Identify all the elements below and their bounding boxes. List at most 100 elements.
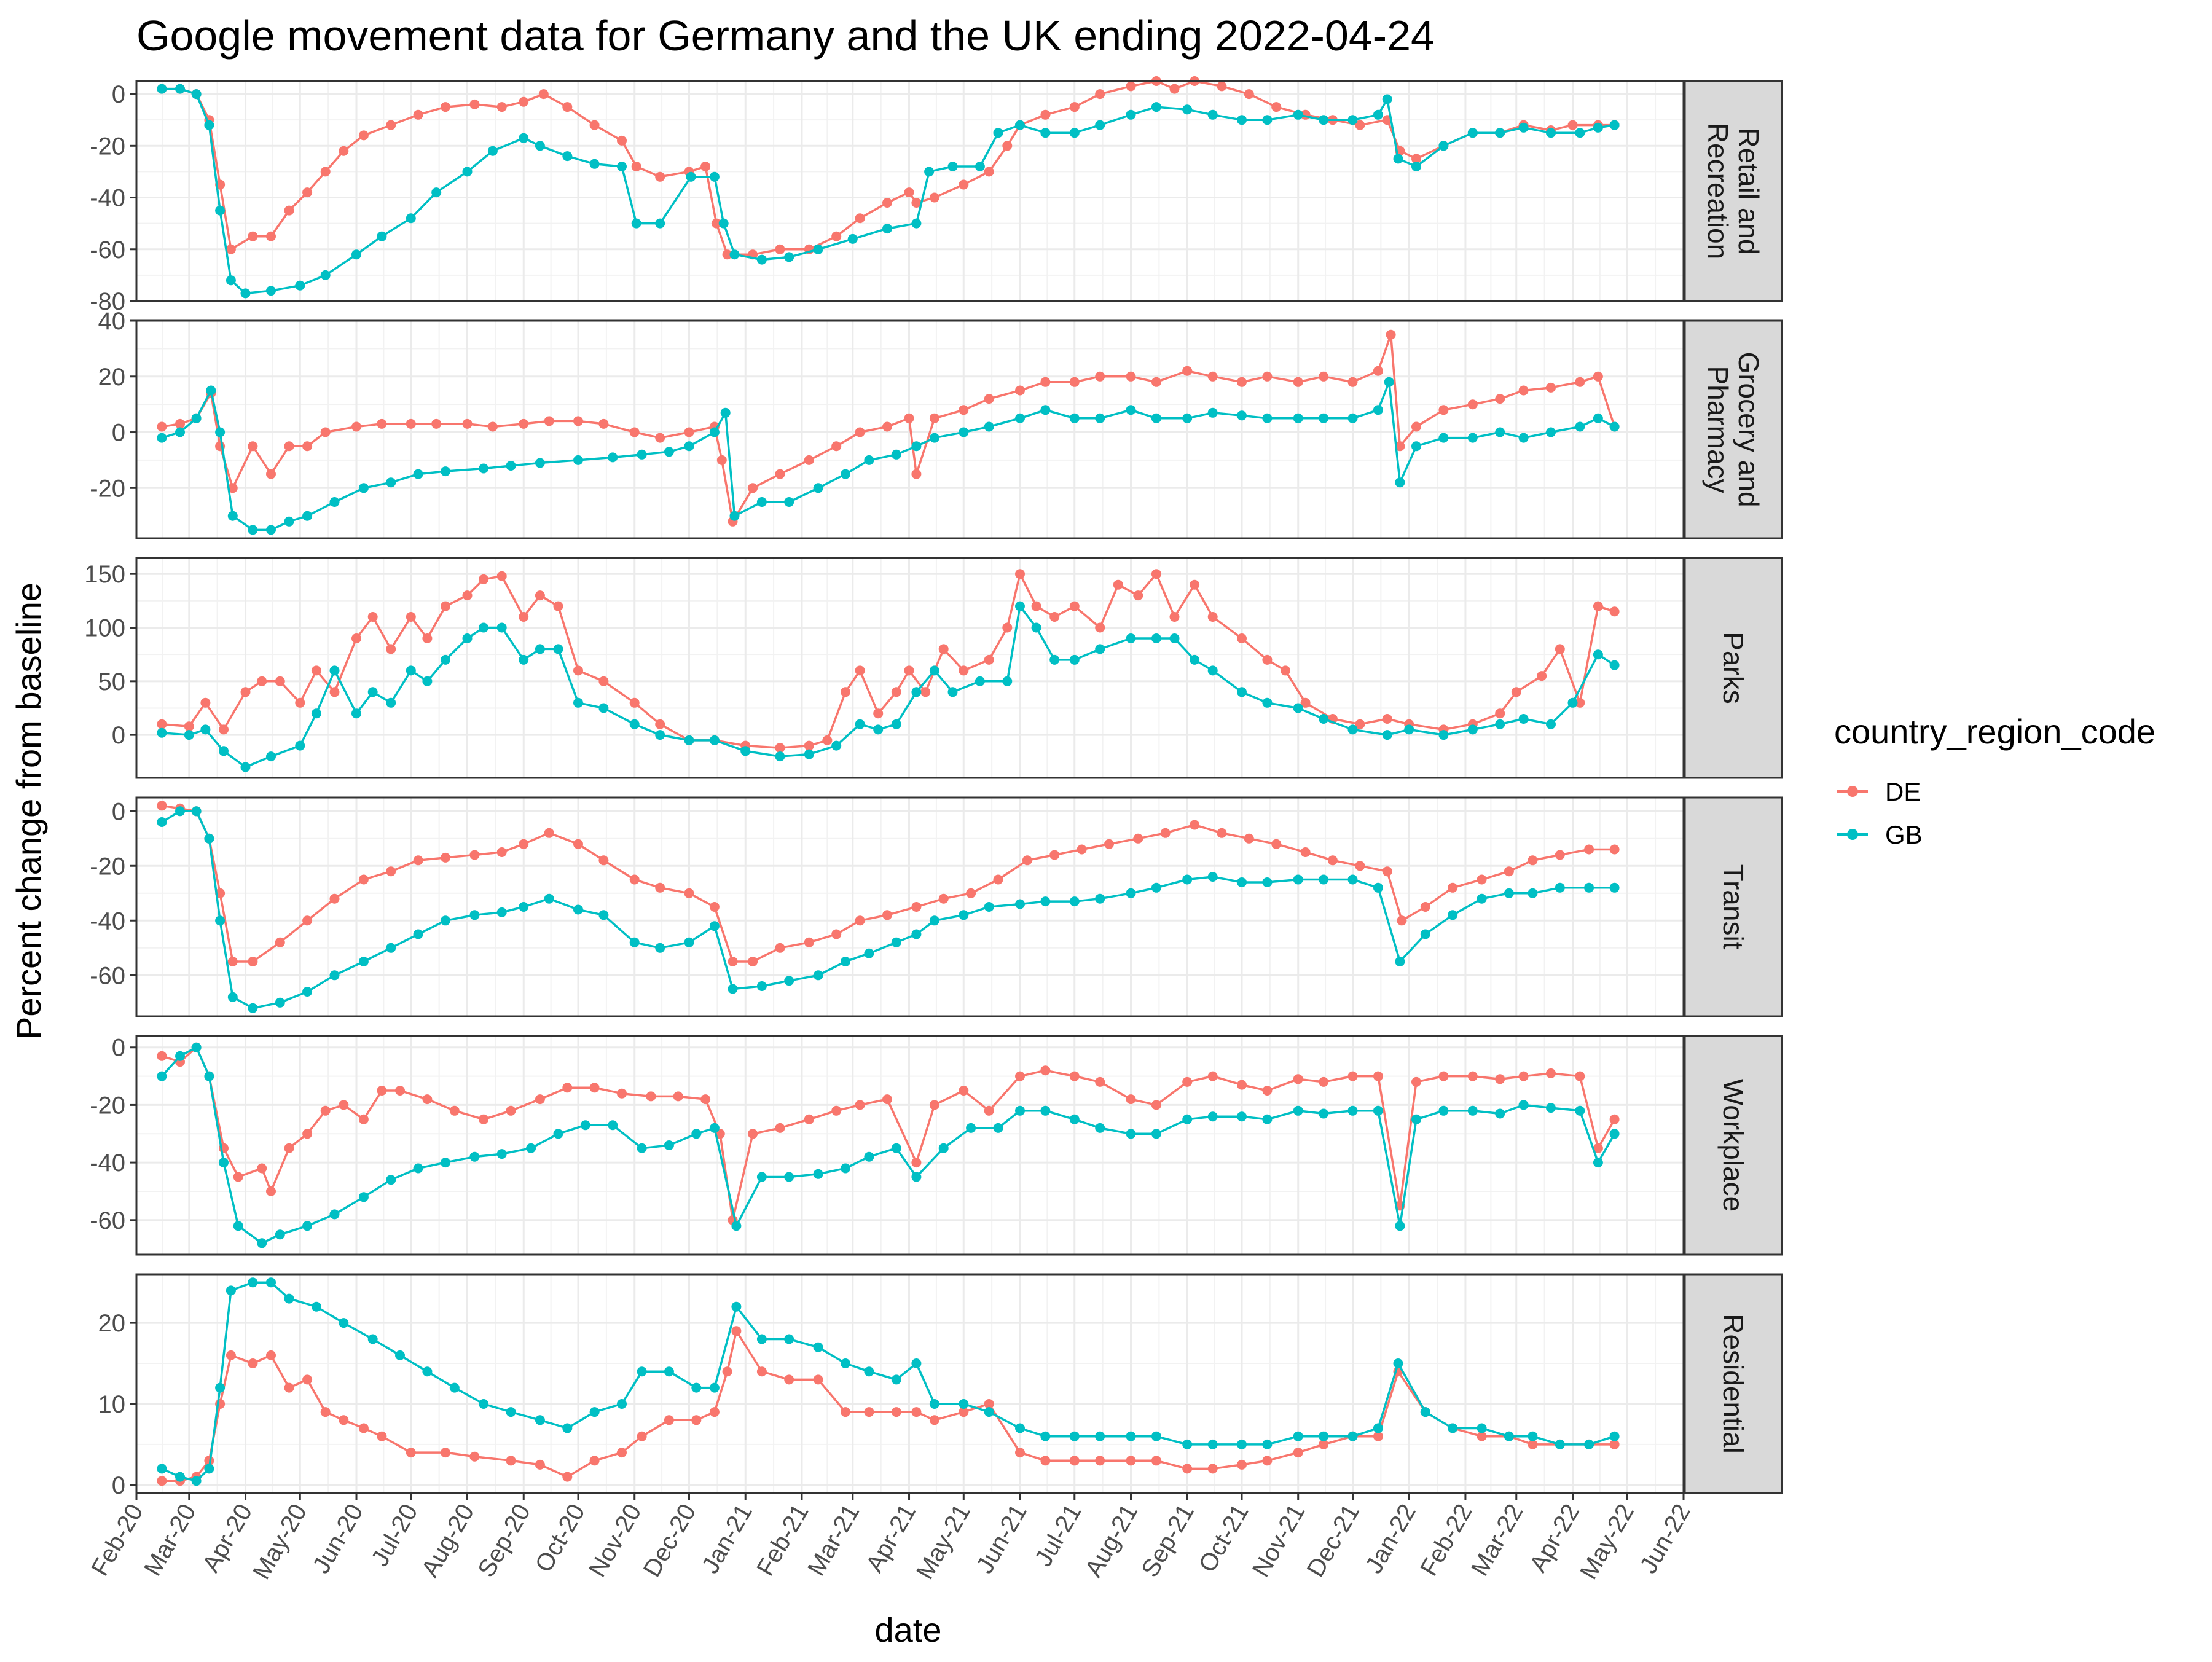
data-point-gb	[637, 1143, 647, 1153]
data-point-gb	[938, 1143, 949, 1153]
data-point-gb	[864, 1151, 874, 1162]
data-point-gb	[1347, 1431, 1358, 1441]
data-point-de	[1069, 601, 1080, 611]
data-point-de	[311, 665, 321, 676]
data-point-gb	[462, 167, 473, 177]
data-point-gb	[1438, 433, 1449, 443]
data-point-gb	[1528, 888, 1538, 898]
data-point-gb	[784, 1172, 794, 1182]
data-point-de	[1151, 569, 1161, 579]
data-point-gb	[479, 463, 489, 474]
x-tick-label: Sep-21	[1136, 1500, 1199, 1582]
data-point-de	[1182, 366, 1193, 376]
data-point-de	[1207, 1071, 1218, 1081]
data-point-gb	[911, 1358, 922, 1368]
data-point-gb	[1319, 115, 1329, 125]
data-point-gb	[1411, 1114, 1421, 1124]
x-tick-label: Dec-21	[1302, 1500, 1365, 1582]
y-tick-label: -60	[90, 1207, 125, 1234]
data-point-de	[1355, 861, 1365, 871]
data-point-de	[1237, 1459, 1247, 1470]
data-point-de	[1567, 120, 1578, 130]
data-point-gb	[1528, 1431, 1538, 1441]
data-point-gb	[731, 1301, 742, 1312]
data-point-gb	[841, 469, 850, 479]
data-point-gb	[367, 1334, 378, 1344]
data-point-gb	[219, 746, 229, 756]
x-tick-label: Apr-21	[861, 1500, 921, 1577]
data-point-de	[904, 187, 914, 198]
data-point-de	[1002, 141, 1013, 151]
data-point-gb	[175, 427, 185, 437]
data-point-gb	[227, 992, 238, 1002]
data-point-de	[1555, 644, 1565, 654]
data-point-de	[655, 719, 665, 729]
data-point-gb	[929, 915, 939, 926]
data-point-de	[157, 1051, 167, 1061]
data-point-gb	[302, 1221, 313, 1231]
data-point-gb	[1126, 1431, 1136, 1441]
data-point-gb	[580, 1120, 590, 1131]
data-point-de	[1190, 579, 1200, 590]
data-point-gb	[351, 708, 361, 719]
x-tick-label: Apr-20	[197, 1500, 257, 1577]
data-point-de	[984, 394, 994, 404]
data-point-de	[646, 1091, 656, 1102]
series-de-parks	[157, 569, 1620, 753]
data-point-de	[544, 828, 554, 838]
data-point-gb	[184, 730, 194, 740]
facet-strip-label: Grocery andPharmacy	[1702, 351, 1765, 507]
y-tick-label: -60	[90, 962, 125, 989]
data-point-de	[855, 1100, 865, 1110]
data-point-gb	[1546, 1103, 1556, 1113]
data-point-de	[573, 665, 583, 676]
data-point-de	[441, 1448, 450, 1458]
data-point-gb	[339, 1318, 349, 1328]
data-point-de	[157, 421, 167, 432]
data-point-de	[302, 1129, 313, 1139]
data-point-de	[813, 1374, 823, 1385]
data-point-de	[882, 421, 892, 432]
data-point-de	[386, 120, 396, 130]
data-point-gb	[1495, 427, 1505, 437]
data-point-de	[320, 1105, 331, 1116]
data-point-gb	[841, 957, 850, 966]
facet-strip	[1684, 557, 1783, 779]
data-point-gb	[266, 751, 276, 762]
data-point-gb	[813, 244, 823, 254]
data-point-de	[1293, 377, 1303, 387]
data-point-gb	[1393, 154, 1403, 164]
data-point-gb	[873, 724, 884, 735]
data-point-gb	[1069, 128, 1080, 138]
y-tick-label: 0	[112, 420, 125, 447]
data-point-gb	[1319, 1431, 1329, 1441]
data-point-de	[1015, 1071, 1025, 1081]
data-point-de	[1190, 820, 1200, 830]
data-point-gb	[841, 1163, 850, 1174]
panel-residential: 20 10 0 Residential	[98, 1273, 1783, 1499]
data-point-gb	[386, 1175, 396, 1185]
data-point-de	[1217, 828, 1227, 838]
data-point-gb	[562, 1423, 573, 1433]
data-point-gb	[1293, 1431, 1303, 1441]
data-point-de	[284, 1382, 294, 1393]
data-point-gb	[959, 1399, 969, 1409]
x-tick-label: May-22	[1575, 1500, 1639, 1585]
data-point-de	[226, 244, 236, 254]
data-point-de	[519, 612, 529, 622]
data-point-gb	[1015, 899, 1025, 909]
data-point-gb	[756, 254, 767, 265]
data-point-gb	[1069, 654, 1080, 665]
data-point-gb	[975, 676, 985, 686]
data-point-gb	[1546, 719, 1556, 729]
data-point-de	[1169, 84, 1180, 94]
data-point-de	[1411, 154, 1421, 164]
data-point-gb	[1477, 893, 1487, 904]
data-point-gb	[709, 427, 720, 437]
data-point-gb	[275, 997, 285, 1008]
data-point-de	[784, 1374, 794, 1385]
data-point-de	[1319, 371, 1329, 382]
chart-title: Google movement data for Germany and the…	[136, 12, 1435, 60]
data-point-gb	[637, 449, 647, 460]
data-point-gb	[691, 1129, 702, 1139]
